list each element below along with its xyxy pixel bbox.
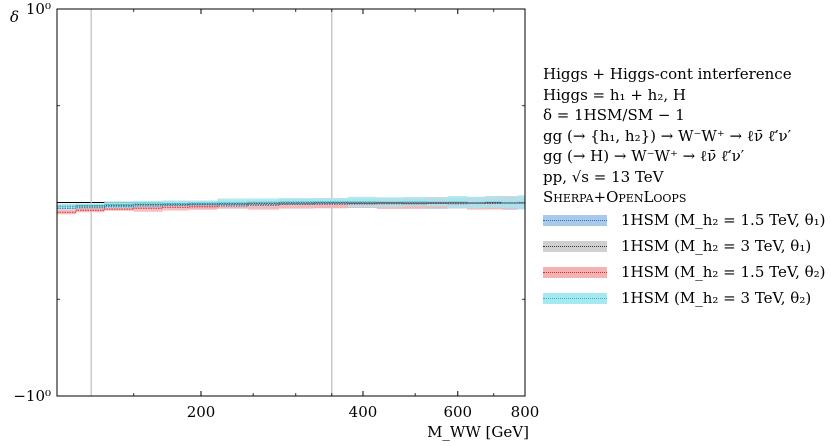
plot-frame xyxy=(56,8,526,397)
x-axis-label: M_WW [GeV] xyxy=(427,423,529,441)
legend-line-interference: Higgs + Higgs-cont interference xyxy=(543,65,792,83)
legend-tool: Sherpa+OpenLoops xyxy=(543,188,687,206)
legend-entry-1: 1HSM (M_h₂ = 1.5 TeV, θ₁) xyxy=(543,208,828,234)
x-tick-label: 400 xyxy=(349,403,378,421)
legend-entry-label: 1HSM (M_h₂ = 1.5 TeV, θ₂) xyxy=(621,263,826,282)
legend-swatch-blue xyxy=(543,215,607,226)
y-tick-label: −10⁰ xyxy=(13,387,51,405)
legend-line-higgs-def: Higgs = h₁ + h₂, H xyxy=(543,85,686,104)
legend: Higgs + Higgs-cont interference Higgs = … xyxy=(543,64,828,312)
legend-line-delta-def: δ = 1HSM/SM − 1 xyxy=(543,106,685,124)
y-tick-label: 10⁰ xyxy=(26,0,51,18)
legend-entry-label: 1HSM (M_h₂ = 3 TeV, θ₁) xyxy=(621,237,812,256)
line-series-3 xyxy=(57,202,525,213)
legend-swatch-cyan xyxy=(543,293,607,304)
x-tick-label: 800 xyxy=(511,403,540,421)
legend-swatch-red xyxy=(543,267,607,278)
legend-entry-label: 1HSM (M_h₂ = 1.5 TeV, θ₁) xyxy=(621,211,826,230)
legend-line-process-h1h2: gg (→ {h₁, h₂}) → W⁻W⁺ → ℓν̄ ℓ̄′ν′ xyxy=(543,126,792,145)
legend-line-process-H: gg (→ H) → W⁻W⁺ → ℓν̄ ℓ̄′ν′ xyxy=(543,147,745,165)
x-tick-label: 200 xyxy=(187,403,216,421)
y-axis-label: δ xyxy=(10,8,19,26)
legend-line-energy: pp, √s = 13 TeV xyxy=(543,167,664,186)
legend-entry-4: 1HSM (M_h₂ = 3 TeV, θ₂) xyxy=(543,286,828,312)
legend-entry-label: 1HSM (M_h₂ = 3 TeV, θ₂) xyxy=(621,289,812,308)
x-tick-label: 600 xyxy=(443,403,472,421)
legend-swatch-gray xyxy=(543,241,607,252)
legend-entry-3: 1HSM (M_h₂ = 1.5 TeV, θ₂) xyxy=(543,260,828,286)
legend-entry-2: 1HSM (M_h₂ = 3 TeV, θ₁) xyxy=(543,234,828,260)
line-series-4 xyxy=(57,201,525,207)
